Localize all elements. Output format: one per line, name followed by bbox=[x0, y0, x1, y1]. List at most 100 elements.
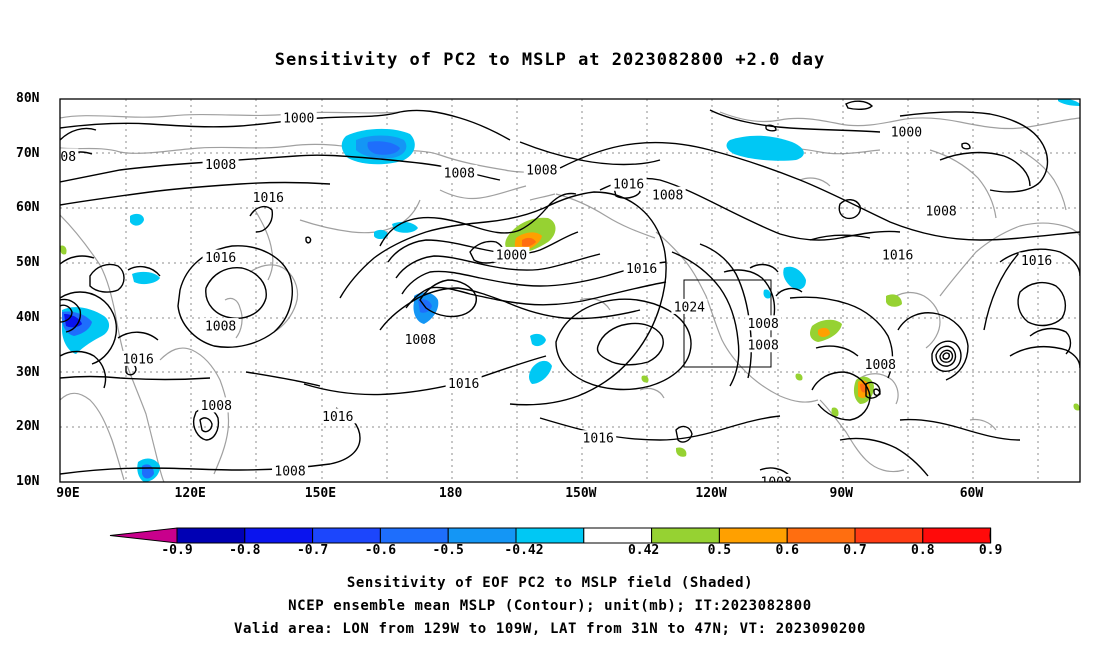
colorbar-label: 0.42 bbox=[627, 543, 660, 558]
colorbar-label: -0.6 bbox=[364, 543, 397, 558]
contour-label: 1016 bbox=[613, 177, 644, 192]
colorbar-swatch bbox=[718, 527, 788, 544]
colorbar-swatch bbox=[176, 527, 246, 544]
contour-label-bg bbox=[758, 474, 795, 482]
contour-labels: 1000 1000 1000 008 1008 1008 1008 1008 1008 1008 1… bbox=[53, 110, 1055, 491]
colorbar-label: 0.5 bbox=[707, 543, 732, 558]
contour-label-bg bbox=[671, 298, 708, 314]
contour-label-bg bbox=[202, 249, 239, 265]
contour-label: 1016 bbox=[626, 262, 657, 277]
colorbar-high-extension bbox=[989, 527, 992, 544]
contour-label: 1008 bbox=[865, 358, 896, 373]
lon-tick-label: 150E bbox=[304, 486, 337, 501]
colorbar-swatch bbox=[379, 527, 449, 544]
colorbar-label: -0.8 bbox=[229, 543, 261, 558]
contour-label-bg bbox=[445, 375, 482, 391]
lon-tick-label: 120E bbox=[174, 486, 206, 501]
contour-label-bg bbox=[250, 189, 287, 205]
contour-label: 1008 bbox=[747, 339, 778, 354]
lat-tick-label: 20N bbox=[16, 419, 40, 435]
lon-tick-label: 180 bbox=[438, 486, 463, 501]
colorbar-swatch bbox=[244, 527, 314, 544]
contour-label-bg bbox=[888, 123, 925, 139]
contour-label: 1008 bbox=[274, 465, 305, 480]
contour-label-bg bbox=[580, 430, 617, 446]
contour-label-bg bbox=[202, 156, 239, 172]
lon-tick-label: 90W bbox=[829, 486, 853, 501]
lat-tick-label: 50N bbox=[16, 255, 40, 271]
contour-label-bg bbox=[202, 318, 239, 334]
lat-tick-label: 40N bbox=[16, 309, 40, 325]
contour-label: 1008 bbox=[925, 205, 956, 220]
contour-label: 1016 bbox=[448, 377, 479, 392]
contour-label: 1008 bbox=[205, 158, 236, 173]
contour-label: 1008 bbox=[747, 317, 778, 332]
colorbar-swatch bbox=[447, 527, 517, 544]
colorbar-label: -0.7 bbox=[296, 543, 329, 558]
contour-label: 1008 bbox=[652, 188, 683, 203]
contour-label-bg bbox=[745, 315, 782, 331]
colorbar-swatch bbox=[515, 527, 585, 544]
lat-tick-label: 70N bbox=[16, 145, 40, 161]
colorbar-swatch bbox=[922, 527, 992, 544]
contour-label: 1000 bbox=[891, 125, 922, 140]
colorbar-swatch bbox=[312, 527, 381, 544]
contour-label-bg bbox=[60, 148, 79, 164]
colorbar-label: -0.9 bbox=[161, 543, 193, 558]
lon-tick-label: 60W bbox=[959, 486, 984, 501]
contour-label: 1016 bbox=[882, 248, 913, 263]
figure-title: Sensitivity of PC2 to MSLP at 2023082800… bbox=[274, 50, 826, 70]
contour-label-bg bbox=[402, 331, 439, 347]
contour-label-bg bbox=[493, 246, 530, 262]
contour-label-bg bbox=[879, 246, 916, 262]
lon-tick-label: 90E bbox=[56, 486, 80, 501]
contour-label: 008 bbox=[53, 150, 76, 165]
colorbar-swatch bbox=[786, 527, 856, 544]
lon-tick-label: 150W bbox=[565, 486, 597, 501]
caption-line-1: Sensitivity of EOF PC2 to MSLP field (Sh… bbox=[346, 575, 754, 591]
contour-label-bg bbox=[1018, 252, 1055, 268]
contour-label: 1008 bbox=[405, 333, 436, 348]
colorbar-swatch bbox=[854, 527, 924, 544]
contour-label-bg bbox=[623, 260, 660, 276]
contour-label: 1016 bbox=[322, 410, 353, 425]
contour-label-bg bbox=[120, 350, 157, 366]
lat-tick-label: 60N bbox=[16, 200, 40, 216]
coastlines bbox=[60, 111, 1080, 482]
contour-label: 1016 bbox=[205, 251, 236, 266]
contour-label-bg bbox=[198, 397, 235, 413]
colorbar-label: 0.7 bbox=[843, 543, 867, 558]
contour-label-bg bbox=[272, 463, 309, 479]
colorbar-label: -0.42 bbox=[504, 543, 544, 558]
contour-label-bg bbox=[319, 408, 356, 424]
colorbar-label: -0.5 bbox=[432, 543, 464, 558]
contour-label: 1016 bbox=[583, 432, 614, 447]
caption-line-2: NCEP ensemble mean MSLP (Contour); unit(… bbox=[288, 598, 812, 614]
colorbar-label: 0.8 bbox=[911, 543, 935, 558]
colorbar bbox=[109, 527, 992, 544]
colorbar-swatch bbox=[583, 527, 653, 544]
lat-tick-label: 80N bbox=[16, 91, 40, 106]
contour-label-bg bbox=[862, 356, 899, 372]
colorbar-label: 0.6 bbox=[775, 543, 799, 558]
contour-label: 1008 bbox=[201, 399, 232, 414]
sensitivity-shading bbox=[60, 99, 1080, 482]
map-frame bbox=[59, 98, 1081, 483]
caption-line-3: Valid area: LON from 129W to 109W, LAT f… bbox=[233, 621, 866, 637]
contour-label: 1016 bbox=[122, 352, 153, 367]
contour-label-bg bbox=[923, 203, 960, 219]
contour-label: 1008 bbox=[761, 476, 792, 491]
contour-label: 1000 bbox=[496, 248, 527, 263]
lat-tick-label: 10N bbox=[16, 474, 40, 489]
contour-label: 1008 bbox=[526, 164, 557, 179]
contour-label-bg bbox=[649, 186, 686, 202]
colorbar-swatch bbox=[651, 527, 720, 544]
contour-label: 1016 bbox=[253, 191, 284, 206]
contour-label-bg bbox=[610, 175, 647, 191]
contour-label-bg bbox=[745, 337, 782, 353]
contour-label-bg bbox=[280, 110, 317, 126]
lat-tick-label: 30N bbox=[16, 364, 40, 380]
contour-label: 1016 bbox=[1021, 254, 1052, 269]
lon-tick-label: 120W bbox=[695, 486, 727, 501]
